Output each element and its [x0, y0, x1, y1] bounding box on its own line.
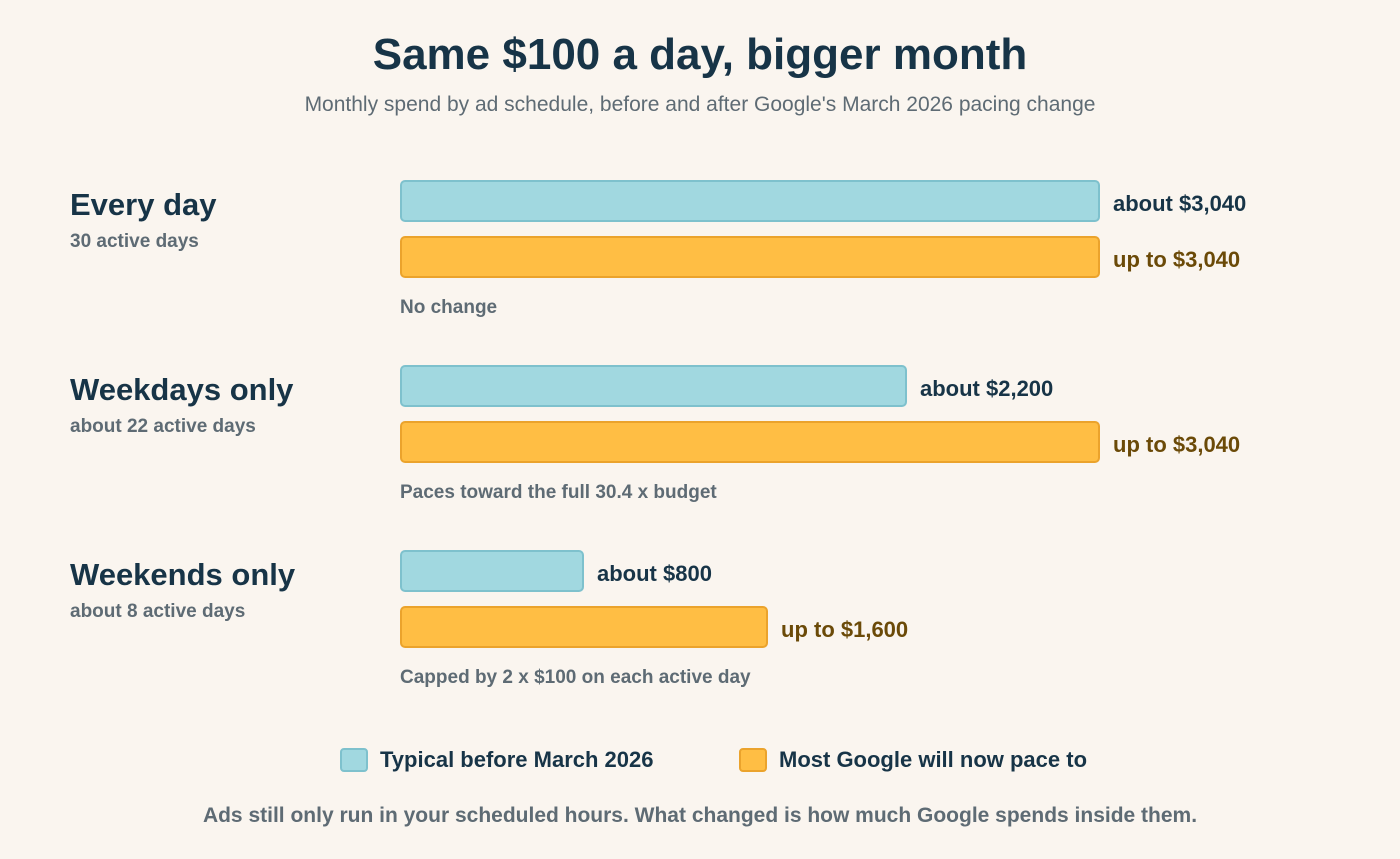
value-label-after-weekends-only: up to $1,600: [781, 617, 909, 642]
bar-before-weekdays-only: [400, 365, 907, 407]
bar-after-weekdays-only: [400, 421, 1100, 463]
group-weekdays-only: Weekdays only about 22 active days about…: [0, 365, 1400, 532]
chart-title: Same $100 a day, bigger month: [372, 30, 1028, 79]
legend-item-before: Typical before March 2026: [340, 746, 654, 774]
bar-after-every-day: [400, 236, 1100, 278]
category-label: Every day: [70, 187, 217, 222]
legend-swatch-after: [739, 748, 767, 772]
group-every-day: Every day 30 active days about $3,040 up…: [0, 180, 1400, 347]
group-note: Paces toward the full 30.4 x budget: [400, 482, 717, 503]
value-label-after-every-day: up to $3,040: [1113, 247, 1241, 272]
bar-before-every-day: [400, 180, 1100, 222]
value-label-before-weekends-only: about $800: [597, 561, 712, 586]
legend-item-after: Most Google will now pace to: [739, 746, 1087, 774]
value-label-after-weekdays-only: up to $3,040: [1113, 432, 1241, 457]
category-active-days: 30 active days: [70, 231, 199, 252]
chart-subtitle: Monthly spend by ad schedule, before and…: [304, 93, 1096, 116]
value-label-before-weekdays-only: about $2,200: [920, 376, 1054, 401]
chart-footer-note: Ads still only run in your scheduled hou…: [202, 804, 1198, 827]
value-label-before-every-day: about $3,040: [1113, 191, 1247, 216]
legend-label-after: Most Google will now pace to: [779, 747, 1088, 772]
group-weekends-only: Weekends only about 8 active days about …: [0, 550, 1400, 717]
legend-swatch-before: [340, 748, 368, 772]
category-active-days: about 22 active days: [70, 416, 256, 437]
group-note: No change: [400, 297, 498, 318]
category-label: Weekends only: [70, 557, 296, 592]
category-label: Weekdays only: [70, 372, 294, 407]
bar-before-weekends-only: [400, 550, 584, 592]
bar-after-weekends-only: [400, 606, 768, 648]
group-note: Capped by 2 x $100 on each active day: [400, 667, 751, 688]
category-active-days: about 8 active days: [70, 601, 246, 622]
legend-label-before: Typical before March 2026: [380, 747, 654, 772]
